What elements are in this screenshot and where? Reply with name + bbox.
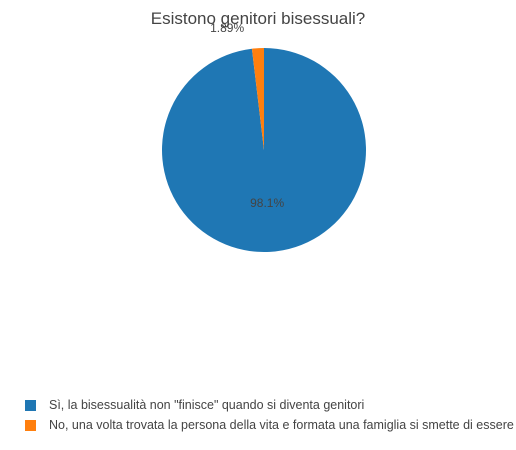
pie-label-si: 98.1%	[250, 196, 284, 210]
pie-chart: 98.1% 1.89%	[162, 21, 366, 252]
legend-label-si: Sì, la bisessualità non "finisce" quando…	[49, 398, 365, 412]
pie-label-no: 1.89%	[210, 21, 244, 35]
legend-label-no: No, una volta trovata la persona della v…	[49, 418, 516, 432]
pie-slice-no[interactable]	[251, 48, 264, 150]
pie-slices	[162, 48, 366, 252]
legend-item-si[interactable]: Sì, la bisessualità non "finisce" quando…	[25, 395, 516, 415]
legend: Sì, la bisessualità non "finisce" quando…	[25, 395, 516, 435]
chart-title: Esistono genitori bisessuali?	[150, 9, 366, 28]
legend-swatch-no	[25, 419, 36, 431]
legend-swatch-si	[25, 399, 36, 411]
legend-item-no[interactable]: No, una volta trovata la persona della v…	[25, 415, 516, 435]
pie-labels: 98.1% 1.89%	[210, 21, 284, 210]
